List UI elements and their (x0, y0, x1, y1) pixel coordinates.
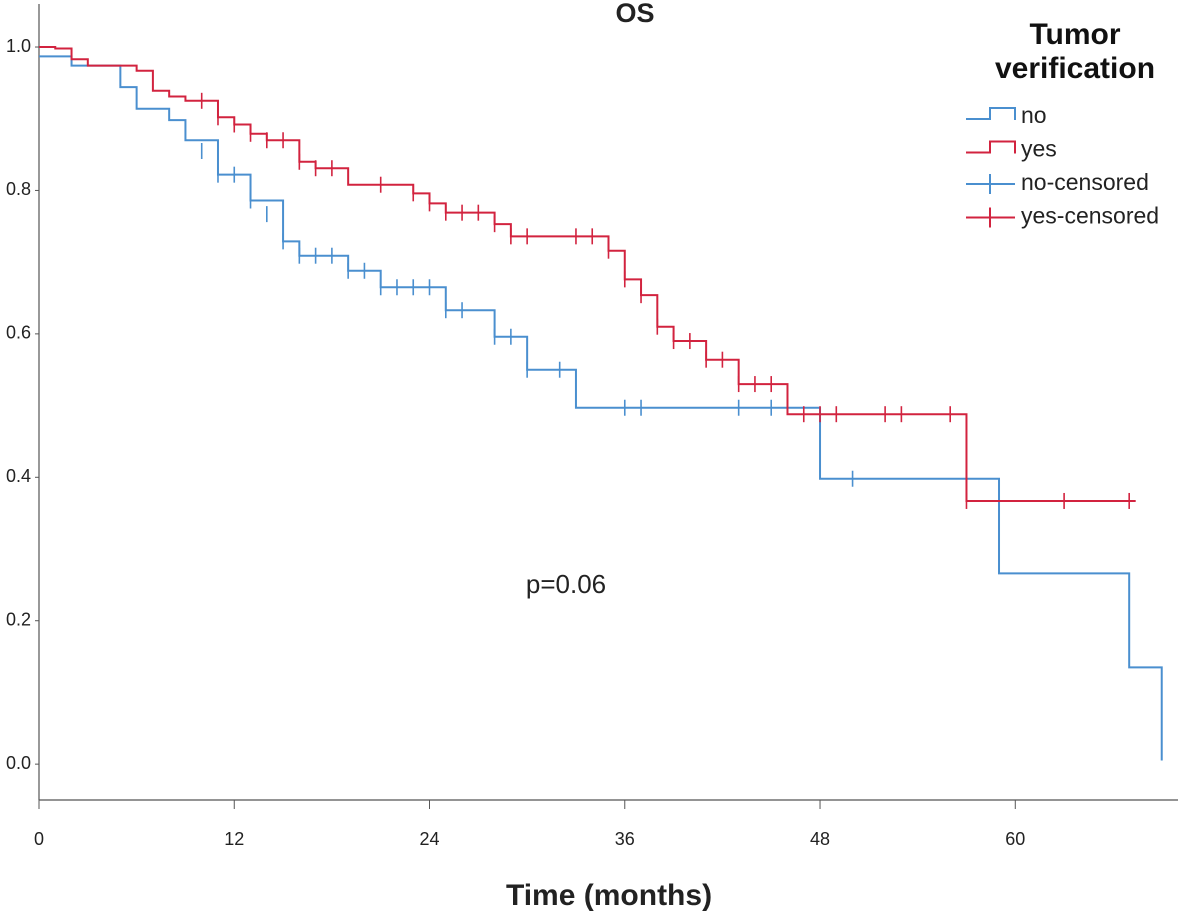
legend-icon (966, 107, 1016, 120)
survival-curve (39, 55, 1163, 761)
x-tick-label: 48 (810, 829, 830, 849)
x-tick-label: 60 (1005, 829, 1025, 849)
y-tick-label: 0.2 (6, 609, 31, 629)
legend-icon (966, 140, 1016, 154)
y-tick-label: 0.6 (6, 323, 31, 343)
legend-title: Tumor verification (994, 18, 1156, 85)
annotation: p=0.06 (526, 569, 606, 599)
y-tick-label: 1.0 (6, 36, 31, 56)
legend-label: yes (1021, 136, 1057, 162)
legend-label: no-censored (1021, 169, 1149, 195)
x-tick-label: 36 (615, 829, 635, 849)
survival-curve (39, 46, 1136, 502)
y-tick-label: 0.0 (6, 753, 31, 773)
x-tick-label: 24 (419, 829, 439, 849)
x-axis-label: Time (months) (506, 879, 712, 912)
x-tick-label: 0 (34, 829, 44, 849)
y-tick-label: 0.8 (6, 179, 31, 199)
y-tick-label: 0.4 (6, 466, 31, 486)
legend-label: yes-censored (1021, 203, 1159, 229)
legend-label: no (1021, 102, 1047, 128)
x-tick-label: 12 (224, 829, 244, 849)
chart-title: OS (615, 0, 654, 28)
